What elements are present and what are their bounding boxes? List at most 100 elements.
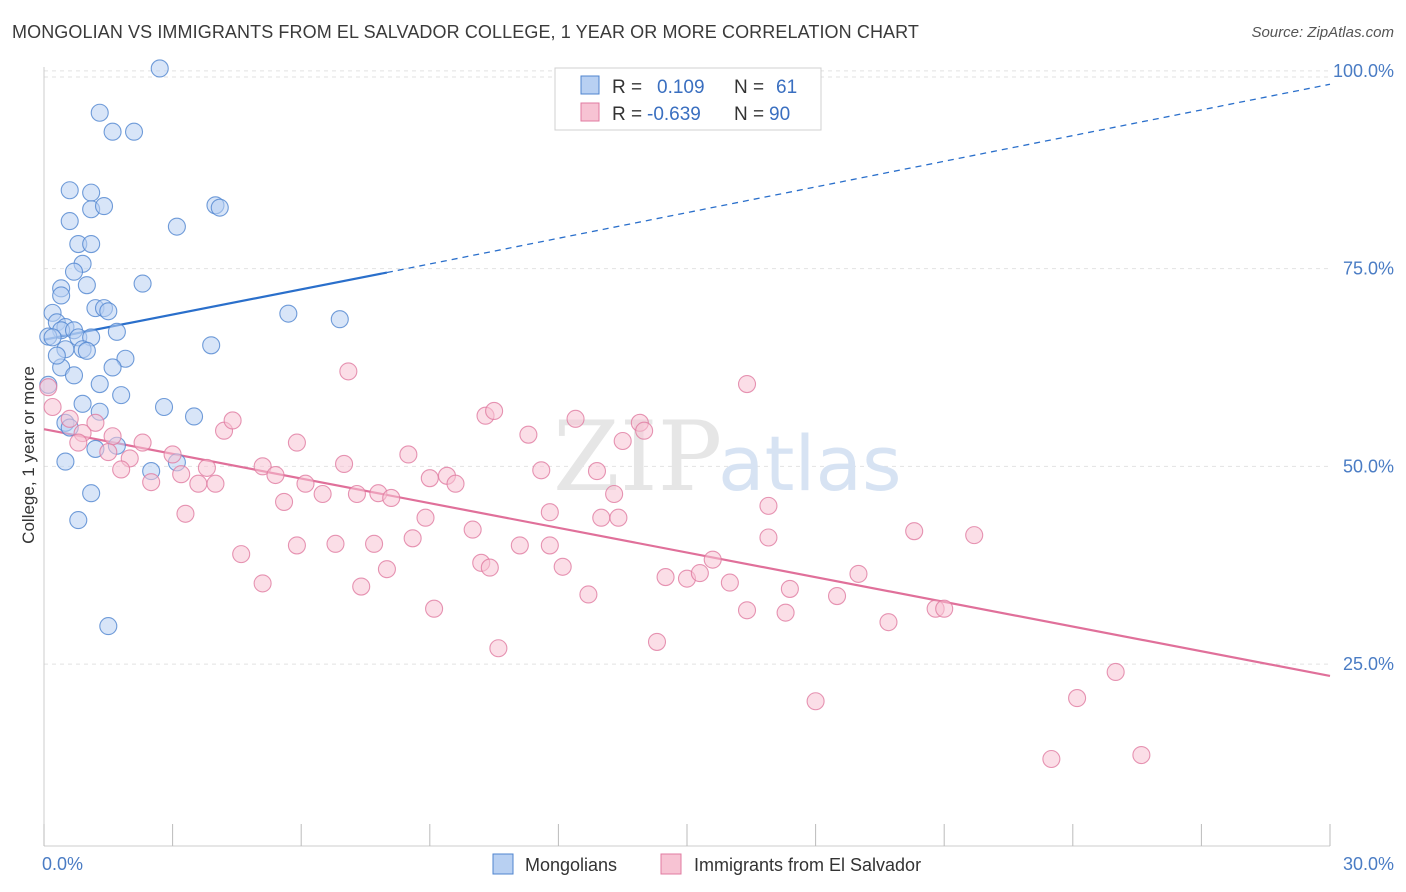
salvador-point-16 bbox=[206, 474, 225, 493]
mongolian-point-60 bbox=[112, 386, 131, 405]
y-tick-label-0: 25.0% bbox=[1343, 654, 1394, 674]
salvador-point-81 bbox=[489, 639, 508, 658]
mongolian-point-10 bbox=[167, 217, 186, 236]
salvador-point-66 bbox=[690, 564, 709, 583]
data-points bbox=[39, 59, 1151, 769]
salvador-point-2 bbox=[60, 409, 79, 428]
mongolian-point-5 bbox=[82, 183, 101, 202]
salvador-point-88 bbox=[737, 375, 757, 394]
tick-labels: 25.0% 50.0% 75.0% 100.0% 0.0% 30.0% bbox=[42, 61, 1394, 874]
salvador-point-6 bbox=[133, 433, 152, 452]
salvador-point-47 bbox=[403, 529, 422, 548]
salvador-point-38 bbox=[566, 409, 585, 428]
stats-r-label-2: R = bbox=[612, 104, 642, 125]
stats-r-value-2: -0.639 bbox=[647, 104, 701, 125]
watermark: ZIP atlas bbox=[553, 401, 902, 513]
chart-title: MONGOLIAN VS IMMIGRANTS FROM EL SALVADOR… bbox=[12, 22, 920, 42]
salvador-point-36 bbox=[532, 461, 551, 480]
salvador-point-21 bbox=[275, 492, 294, 511]
salvador-point-20 bbox=[266, 465, 285, 485]
salvador-point-68 bbox=[720, 573, 739, 592]
salvador-point-80 bbox=[647, 632, 667, 651]
mongolian-point-38 bbox=[202, 336, 221, 355]
stats-r-label-1: R = bbox=[612, 77, 642, 98]
mongolian-point-7 bbox=[94, 197, 114, 216]
salvador-point-8 bbox=[99, 443, 118, 462]
legend-swatch-salvador bbox=[660, 853, 682, 875]
salvador-point-82 bbox=[806, 692, 825, 711]
salvador-point-56 bbox=[425, 599, 444, 618]
salvador-point-72 bbox=[776, 603, 795, 622]
salvador-point-63 bbox=[609, 508, 628, 527]
salvador-point-44 bbox=[592, 508, 611, 527]
mongolian-point-11 bbox=[60, 212, 79, 231]
mongolian-point-39 bbox=[116, 349, 135, 368]
salvador-point-79 bbox=[935, 599, 954, 618]
salvador-point-71 bbox=[780, 579, 799, 598]
mongolian-point-9 bbox=[210, 198, 229, 217]
salvador-point-51 bbox=[232, 545, 251, 564]
salvador-point-61 bbox=[553, 557, 572, 576]
mongolian-point-57 bbox=[69, 511, 88, 530]
salvador-point-13 bbox=[172, 465, 191, 484]
salvador-point-12 bbox=[142, 473, 161, 492]
salvador-point-84 bbox=[1106, 662, 1125, 682]
salvador-point-48 bbox=[365, 534, 384, 553]
salvador-point-85 bbox=[1042, 749, 1061, 769]
y-tick-label-2: 75.0% bbox=[1343, 259, 1394, 279]
salvador-point-1 bbox=[43, 397, 62, 417]
salvador-point-30 bbox=[420, 469, 439, 488]
salvador-point-52 bbox=[253, 574, 272, 593]
salvador-point-29 bbox=[399, 445, 418, 464]
mongolian-point-48 bbox=[184, 407, 204, 426]
salvador-point-25 bbox=[335, 454, 354, 473]
stats-n-value-2: 90 bbox=[769, 104, 790, 125]
mongolian-point-40 bbox=[103, 358, 122, 377]
salvador-point-10 bbox=[112, 460, 131, 479]
mongolian-point-53 bbox=[56, 452, 75, 471]
mongolian-point-15 bbox=[64, 262, 84, 281]
salvador-point-50 bbox=[287, 536, 306, 555]
salvador-point-45 bbox=[463, 520, 482, 539]
salvador-point-18 bbox=[223, 411, 242, 430]
salvador-point-55 bbox=[377, 560, 396, 579]
salvador-point-62 bbox=[579, 585, 598, 604]
salvador-point-39 bbox=[587, 462, 607, 481]
salvador-point-28 bbox=[382, 488, 401, 508]
y-tick-label-1: 50.0% bbox=[1343, 456, 1394, 476]
salvador-point-67 bbox=[703, 550, 722, 569]
salvador-point-15 bbox=[189, 474, 208, 493]
x-tick-label-0: 0.0% bbox=[42, 854, 83, 874]
salvador-point-89 bbox=[339, 362, 358, 381]
mongolian-point-46 bbox=[73, 394, 92, 413]
mongolian-point-18 bbox=[133, 274, 152, 293]
salvador-point-40 bbox=[613, 431, 632, 451]
salvador-point-70 bbox=[759, 528, 778, 547]
x-tick-label-1: 30.0% bbox=[1343, 854, 1394, 874]
mongolian-point-30 bbox=[107, 322, 126, 341]
mongolian-point-59 bbox=[47, 346, 66, 365]
salvador-point-43 bbox=[605, 484, 624, 504]
stats-n-value-1: 61 bbox=[776, 77, 797, 98]
stats-swatch-mongolians bbox=[580, 75, 600, 95]
mongolian-point-25 bbox=[279, 304, 298, 323]
mongolian-trendline bbox=[43, 271, 388, 341]
salvador-point-24 bbox=[313, 484, 332, 504]
stats-n-label-1: N = bbox=[734, 77, 764, 98]
watermark-atlas: atlas bbox=[718, 419, 902, 508]
salvador-point-60 bbox=[540, 536, 559, 555]
mongolian-point-0 bbox=[150, 59, 169, 78]
salvador-point-73 bbox=[827, 586, 847, 606]
axes bbox=[43, 67, 1331, 847]
mongolian-point-17 bbox=[77, 276, 96, 295]
stats-box: R = 0.109 N = 61 R = -0.639 N = 90 bbox=[554, 67, 822, 131]
salvador-point-3 bbox=[86, 413, 105, 432]
salvador-point-49 bbox=[326, 534, 345, 553]
salvador-point-75 bbox=[879, 613, 898, 632]
mongolian-point-37 bbox=[77, 341, 96, 360]
salvador-point-34 bbox=[485, 401, 504, 421]
mongolian-point-4 bbox=[60, 181, 79, 200]
salvador-point-26 bbox=[347, 484, 366, 504]
salvador-point-7 bbox=[69, 433, 88, 452]
